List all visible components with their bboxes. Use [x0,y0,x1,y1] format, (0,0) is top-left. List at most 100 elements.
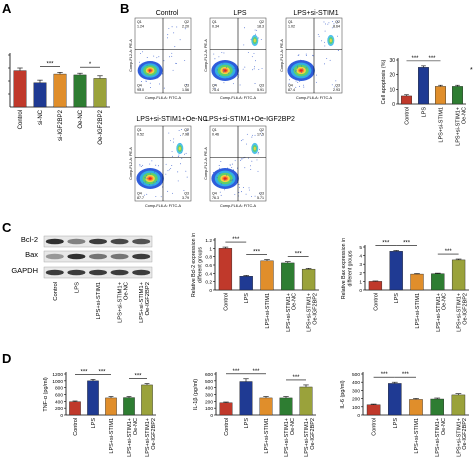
significance-label: *** [46,61,54,67]
bar [301,268,316,291]
y-tick-label: 400 [55,399,63,405]
event-dot [240,140,242,142]
panel-d-il6-chart: 0 100 200 300 400 500 Control LPS LPS+si-STIM1 LP… [340,372,469,457]
event-dot [180,163,181,165]
event-dot [143,182,145,184]
bar [123,397,135,416]
quadrant-value: 87.7 [137,196,144,200]
event-dot [146,175,148,177]
y-tick-label: 1.2 [205,238,212,244]
event-dot [147,73,149,75]
event-dot [258,148,260,150]
event-dot [238,74,240,76]
event-dot [224,179,226,181]
bar [53,73,67,108]
event-dot [178,154,180,156]
category-label: LPS+si-STIM1+ [304,418,310,457]
flow-x-axis-label: Comp-FL6-A: FITC-A [296,96,333,100]
category-label: Oe-IGF2BP2 [310,418,316,450]
event-dot [156,170,158,172]
significance-label: *** [292,375,300,381]
quadrant-label: Q3 [184,192,189,196]
quadrant-value: 7.98 [182,133,189,137]
flow-plot-title: LPS+si-STIM1+Oe-NC [136,116,207,123]
event-dot [167,190,169,192]
quadrant-label: Q1 [212,128,217,132]
quadrant-label: Q3 [259,84,264,88]
y-tick-label: 200 [205,399,213,405]
event-dot [160,196,162,198]
category-label: LPS [394,293,400,304]
blot-lane-labels: Control LPS LPS+si-STIM1 LPS+si-STIM1+ Oe-NC… [53,281,151,323]
bar [141,384,153,416]
bar [87,380,99,416]
event-dot [170,167,172,169]
bar [418,67,429,105]
flow-y-axis-label: Comp-FL2-A: PE-A [204,147,208,180]
y-axis-label: IL-1β (pg/ml) [193,379,199,410]
category-label: LPS+si-STIM1+ [456,418,462,457]
quadrant-label: Q1 [137,20,142,24]
bar [279,397,293,416]
flow-y-axis-label: Comp-FL2-A: PE-A [204,39,208,72]
event-dot [139,163,141,165]
event-dot [297,67,298,69]
y-tick-label: 1000 [52,379,63,385]
event-dot [213,53,215,55]
bar [409,399,423,416]
event-dot [180,135,181,137]
event-dot [220,183,222,185]
bar [239,381,253,416]
event-dot [242,68,244,70]
significance-label: *** [381,372,389,378]
event-dot [227,167,229,169]
event-dot [256,159,258,161]
bar [435,86,446,105]
bar [368,281,383,291]
y-axis-label: TNF-α (pg/ml) [43,377,49,412]
event-dot [253,53,255,55]
significance-label: *** [232,369,240,375]
panel-label-a: A [2,1,12,16]
category-label: Control [373,293,379,311]
quadrant-label: Q2 [184,20,189,24]
density-cluster [329,38,332,43]
event-dot [248,187,250,189]
quadrant-value: 0.52 [137,133,144,137]
event-dot [334,86,336,88]
category-label: LPS+si-STIM1 [414,418,420,454]
event-dot [172,69,174,71]
significance-label: *** [134,374,142,380]
event-dot [229,179,231,181]
quadrant-label: Q4 [137,192,142,196]
event-dot [216,177,218,179]
event-dot [145,80,147,82]
lane-label: Control [53,282,59,301]
y-tick-label: 0 [60,413,63,419]
event-dot [228,72,230,74]
category-label: LPS+si-STIM1+ [286,293,292,332]
y-tick-label: 600 [205,372,213,378]
category-label: Oe-NC [441,418,447,435]
event-dot [242,187,244,188]
significance-label: * [89,62,92,68]
panel-label-c: C [2,220,12,235]
flow-x-axis-label: Comp-FL6-A: FITC-A [145,204,182,208]
density-cluster [299,69,303,72]
event-dot [238,186,240,188]
event-dot [171,150,173,152]
density-cluster [148,177,152,180]
event-dot [223,82,225,84]
bar [33,82,47,108]
event-dot [243,44,245,46]
event-dot [254,83,256,84]
event-dot [184,153,185,155]
y-tick-label: 30 [389,58,395,64]
event-dot [163,87,165,89]
event-dot [289,64,291,66]
event-dot [324,23,326,25]
y-tick-label: 1 [359,279,362,285]
event-dot [158,56,160,58]
event-dot [218,56,220,58]
event-dot [149,71,151,73]
